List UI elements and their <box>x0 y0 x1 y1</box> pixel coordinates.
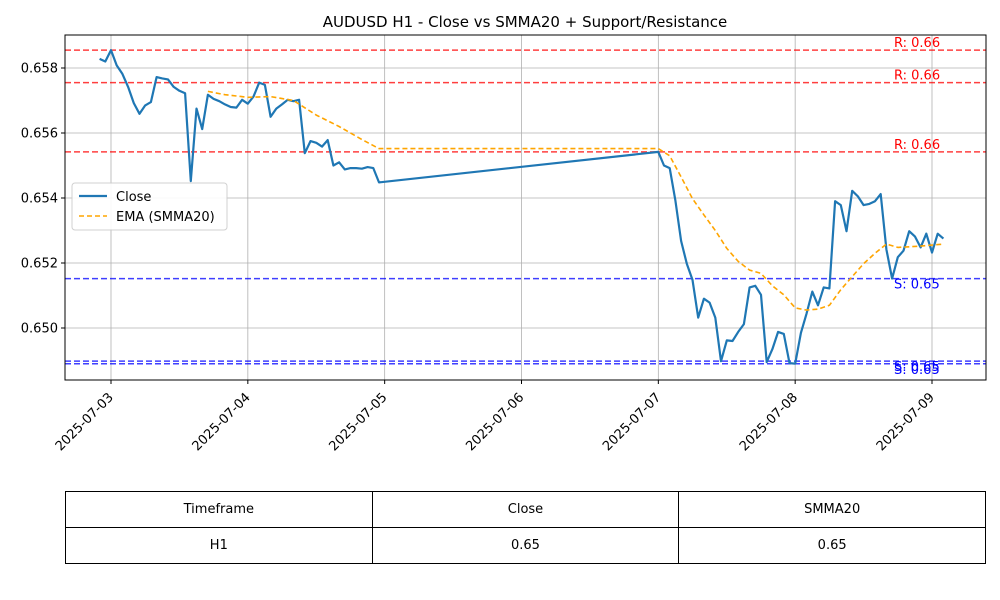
legend-box <box>71 182 228 231</box>
plot-frame <box>64 34 987 381</box>
chart: AUDUSD H1 - Close vs SMMA20 + Support/Re… <box>21 13 987 455</box>
y-tick-label: 0.652 <box>21 257 58 272</box>
x-tick-label: 2025-07-05 <box>326 390 390 454</box>
resistance-label: R: 0.66 <box>894 36 940 51</box>
x-tick-label: 2025-07-07 <box>600 390 664 454</box>
y-tick-label: 0.656 <box>21 127 58 142</box>
x-tick-label: 2025-07-09 <box>874 390 938 454</box>
table-cell: 0.65 <box>678 527 986 564</box>
table-header-cell: SMMA20 <box>678 491 986 528</box>
legend-ema-label: EMA (SMMA20) <box>116 210 215 225</box>
grid <box>65 35 986 380</box>
legend-close-label: Close <box>116 190 151 205</box>
table-cell: H1 <box>65 527 373 564</box>
x-tick-label: 2025-07-04 <box>190 390 254 454</box>
series-lines <box>99 49 945 365</box>
resistance-label: R: 0.66 <box>894 138 940 153</box>
axes: 2025-07-03 2025-07-04 2025-07-05 2025-07-06… <box>21 62 938 455</box>
resistance-label: R: 0.66 <box>894 69 940 84</box>
chart-title: AUDUSD H1 - Close vs SMMA20 + Support/Re… <box>323 13 728 31</box>
x-tick-label: 2025-07-08 <box>737 390 801 454</box>
table-row: H1 0.65 0.65 <box>65 527 986 564</box>
y-tick-label: 0.654 <box>21 192 58 207</box>
table-header-cell: Close <box>371 491 680 528</box>
x-tick-label: 2025-07-03 <box>53 390 117 454</box>
y-tick-label: 0.650 <box>21 322 58 337</box>
table-cell: 0.65 <box>371 527 680 564</box>
summary-table: Timeframe Close SMMA20 H1 0.65 0.65 <box>65 491 986 564</box>
y-tick-label: 0.658 <box>21 62 58 77</box>
close-series-line <box>99 49 945 365</box>
legend: Close EMA (SMMA20) <box>71 182 228 231</box>
sr-lines: R: 0.66R: 0.66R: 0.66S: 0.65S: 0.65S: 0.… <box>65 36 986 378</box>
support-label: S: 0.65 <box>894 278 940 293</box>
support-label: S: 0.65 <box>894 363 940 378</box>
table-header-row: Timeframe Close SMMA20 <box>65 491 986 528</box>
ema-series-line <box>207 90 944 311</box>
x-tick-label: 2025-07-06 <box>463 390 527 454</box>
table-header-cell: Timeframe <box>65 491 373 528</box>
